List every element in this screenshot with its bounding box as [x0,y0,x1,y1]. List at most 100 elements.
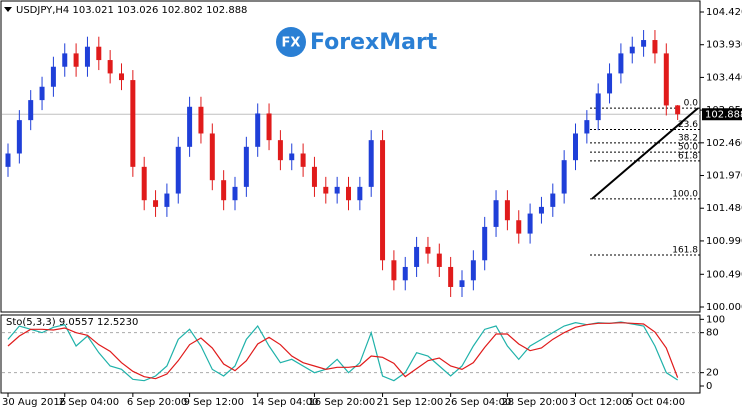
candle-body [391,260,397,281]
y-tick-label: 100.490 [706,269,742,280]
candle-body [414,246,420,267]
candle-body [300,153,306,167]
candle-body [607,73,613,94]
fib-label: 38.2 [678,133,698,143]
y-tick-label: 103.930 [706,40,742,51]
candle-body [84,46,90,67]
candle-body [187,106,193,147]
candle-body [277,140,283,161]
fib-label: 50.0 [678,143,698,153]
y-tick-label: 102.460 [706,138,742,149]
candle-body [595,93,601,121]
candle-body [164,193,170,207]
candle-body [550,193,556,207]
candle-body [5,153,11,167]
candle-body [573,133,578,161]
candle-body [504,200,510,221]
candle-body [39,86,45,101]
logo: ForexMart [310,30,438,55]
candle-body [73,53,79,67]
fib-label: 161.8 [672,245,698,255]
candle-body [130,80,136,167]
indicator-y-tick-label: 80 [706,328,719,339]
indicator-frame [0,314,701,394]
logo-icon [276,27,306,57]
x-tick-label: 14 Sep 04:00 [252,397,319,408]
candle-body [255,113,261,147]
y-tick-label: 100.000 [706,302,742,313]
candle-body [50,66,56,87]
menu-arrow [4,7,12,12]
candle-body [470,260,476,281]
candle-body [357,186,363,201]
candle-body [436,253,442,267]
candle-body [107,60,113,74]
indicator-title: Sto(5,3,3) 9.0557 12.5230 [6,317,138,328]
candle-body [243,146,249,187]
candle-body [561,160,567,194]
indicator-line [7,321,678,382]
x-tick-label: 26 Sep 04:00 [445,397,512,408]
candle-body [141,166,147,201]
x-tick-label: 30 Aug 2016 [2,397,66,408]
fib-label: 23.6 [678,120,698,130]
x-tick-label: 6 Oct 04:00 [626,397,685,408]
fib-label: 61.8 [678,151,698,161]
trendline [591,107,699,200]
candle-body [232,186,238,201]
candle-body [16,120,22,154]
x-tick-label: 2 Sep 04:00 [59,397,119,408]
candle-body [153,200,159,207]
x-tick-label: 28 Sep 20:00 [501,397,568,408]
x-tick-label: 21 Sep 12:00 [377,397,444,408]
candle-body [482,226,488,261]
candle-body [459,280,465,287]
candle-body [380,140,386,261]
candle-body [334,186,340,194]
candle-body [346,186,351,201]
last-price-label: 102.888 [705,109,742,120]
y-tick-label: 103.440 [706,72,742,83]
candle-body [323,186,329,194]
candle-body [402,266,408,281]
candle-body [493,200,499,227]
candle-body [266,113,272,141]
candle-body [527,213,533,234]
candle-body [175,146,181,194]
candle-body [584,120,590,134]
candle-body [368,140,374,187]
candle-body [96,46,102,61]
last-price-box [702,108,742,121]
indicator-y-tick-label: 20 [706,368,719,379]
indicator-y-tick-label: 0 [706,381,712,392]
candle-body [538,206,544,214]
x-tick-label: 16 Sep 20:00 [308,397,375,408]
candle-body [221,180,227,201]
indicator-y-tick-label: 100 [706,314,725,325]
y-tick-label: 101.970 [706,171,742,182]
x-tick-label: 3 Oct 12:00 [570,397,629,408]
fib-label: 100.0 [672,189,698,199]
logo-icon-text: FX [282,36,301,51]
candle-body [289,153,295,161]
x-tick-label: 6 Sep 20:00 [127,397,187,408]
candle-body [663,53,669,106]
main-frame [0,0,701,313]
x-tick-label: 9 Sep 12:00 [184,397,244,408]
candle-body [675,105,681,115]
candle-body [62,53,68,67]
candle-body [425,246,431,254]
candle-body [618,53,624,74]
y-tick-label: 100.990 [706,236,742,247]
candle-body [448,266,454,287]
candle-body [516,220,522,234]
chart-header: USDJPY,H4 103.021 103.026 102.802 102.88… [16,5,247,16]
candle-body [629,46,635,54]
candle-body [311,166,317,187]
candle-body [198,106,204,134]
y-tick-label: 101.480 [706,203,742,214]
candle-body [119,73,124,81]
indicator-line [7,322,679,380]
candle-body [652,40,658,54]
